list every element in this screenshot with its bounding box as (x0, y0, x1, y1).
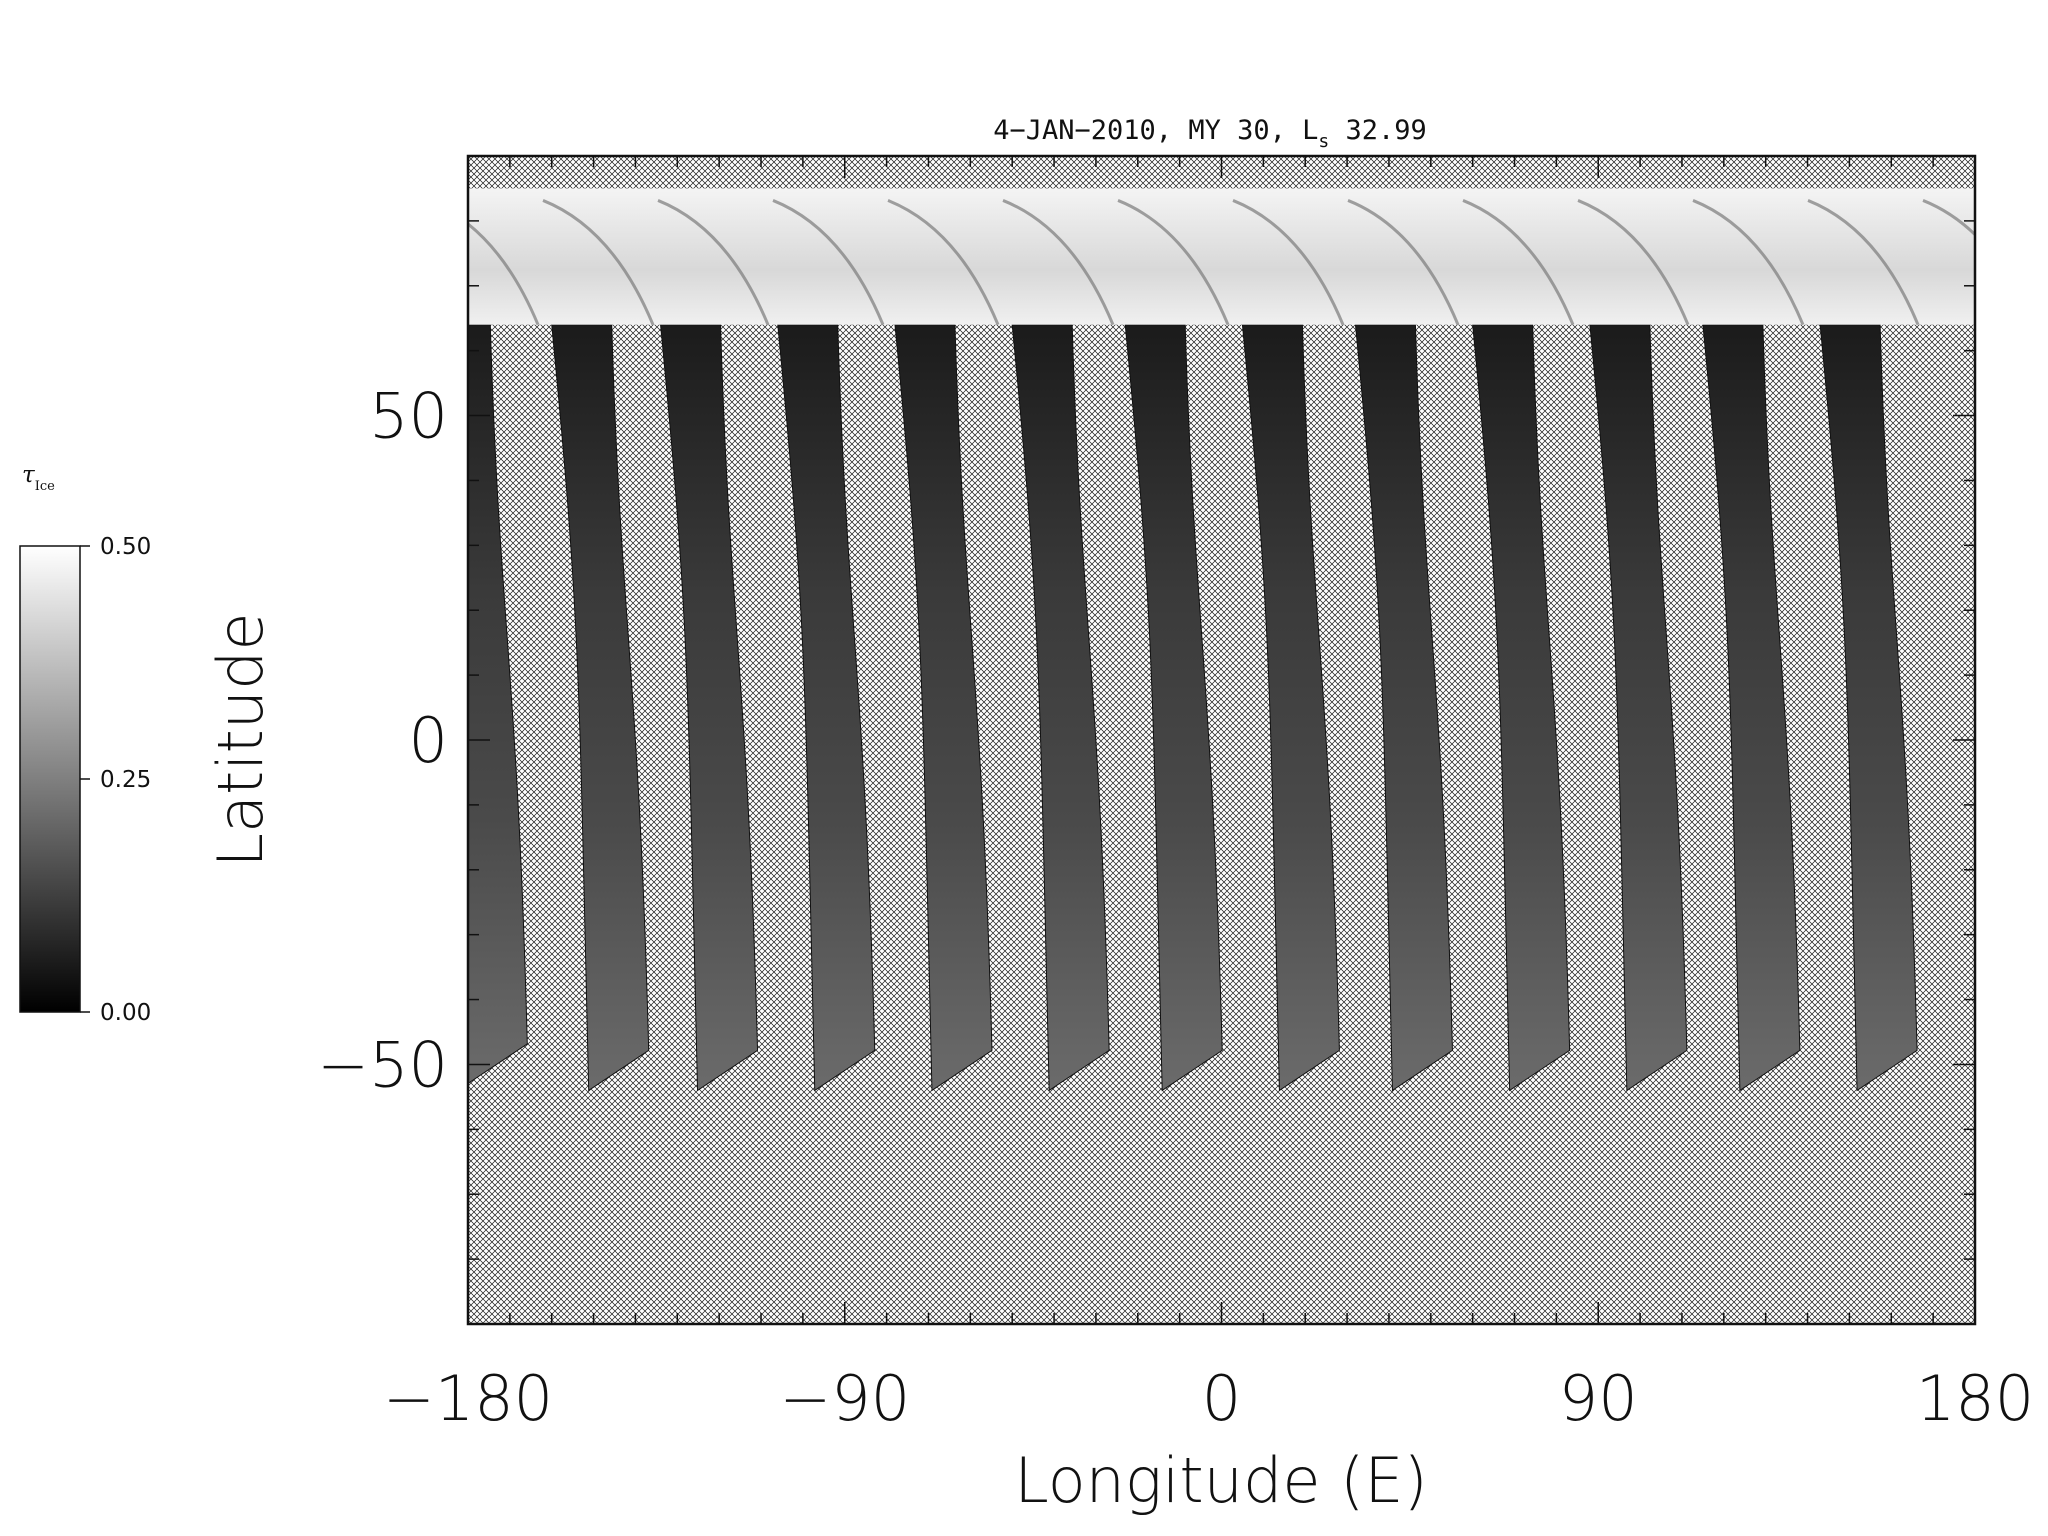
orbit-swath (1472, 324, 1571, 1092)
y-axis-label: Latitude (204, 612, 277, 867)
map-title: 4−JAN−2010, MY 30, Ls 32.99 (993, 115, 1427, 152)
x-axis-label: Longitude (E) (1014, 1444, 1427, 1517)
colorbar-tick-label: 0.25 (100, 767, 151, 793)
y-tick-label: 50 (369, 380, 448, 453)
x-tick-label: 90 (1559, 1362, 1638, 1435)
cap-swath-edge (772, 199, 885, 326)
orbit-swath (1589, 324, 1688, 1092)
cap-swath-edge (1347, 199, 1460, 326)
cap-swath-edge (1692, 199, 1805, 326)
cap-swath-edge (1232, 199, 1345, 326)
colorbar-gradient (19, 545, 81, 1013)
x-tick-label: 180 (1916, 1362, 2034, 1435)
cap-swath-edge (1117, 199, 1230, 326)
colorbar-tick-label: 0.00 (100, 1000, 151, 1026)
map-title-subscript: s (1318, 131, 1329, 152)
orbit-swath (1702, 324, 1801, 1092)
cap-swath-edge (542, 199, 655, 326)
colorbar-title-subscript: Ice (35, 479, 55, 494)
x-tick-label: −180 (383, 1362, 553, 1435)
orbit-swath (1819, 324, 1918, 1092)
orbit-swath (551, 324, 650, 1092)
y-tick-label: −50 (317, 1028, 448, 1101)
colorbar-ticks: 0.50 0.25 0.00 (80, 534, 151, 1026)
orbit-swath (468, 324, 528, 1085)
orbit-swath (1241, 324, 1340, 1092)
cap-swath-edge (468, 222, 540, 326)
axis-ticks (467, 155, 1976, 1325)
y-tick-label: 0 (409, 704, 448, 777)
colorbar: τIce 0.50 0.25 0.00 (19, 462, 151, 1026)
x-tick-label: −90 (779, 1362, 910, 1435)
cap-swath-edge (1002, 199, 1115, 326)
map-title-value: 32.99 (1329, 115, 1427, 146)
orbit-swath (894, 324, 993, 1092)
orbit-swath (1011, 324, 1110, 1092)
polar-cap-band (468, 188, 1975, 325)
colorbar-title: τIce (22, 462, 55, 494)
orbit-swath (777, 324, 876, 1092)
orbit-swath (1124, 324, 1223, 1092)
colorbar-tick-label: 0.50 (100, 534, 151, 560)
cap-swath-edge (1577, 199, 1690, 326)
orbit-swath (1354, 324, 1453, 1092)
orbit-swath (659, 324, 759, 1092)
cap-swath-edge (657, 199, 770, 326)
x-tick-label: 0 (1202, 1362, 1241, 1435)
ice-opacity-layer (468, 188, 1975, 1092)
axis-tick-labels: −180 −90 0 90 180 50 0 −50 (317, 380, 2034, 1435)
cap-swath-edge (1807, 199, 1920, 326)
cap-swath-edge (1462, 199, 1575, 326)
cap-swath-edge (1922, 199, 1975, 237)
cap-swath-edge (887, 199, 1000, 326)
